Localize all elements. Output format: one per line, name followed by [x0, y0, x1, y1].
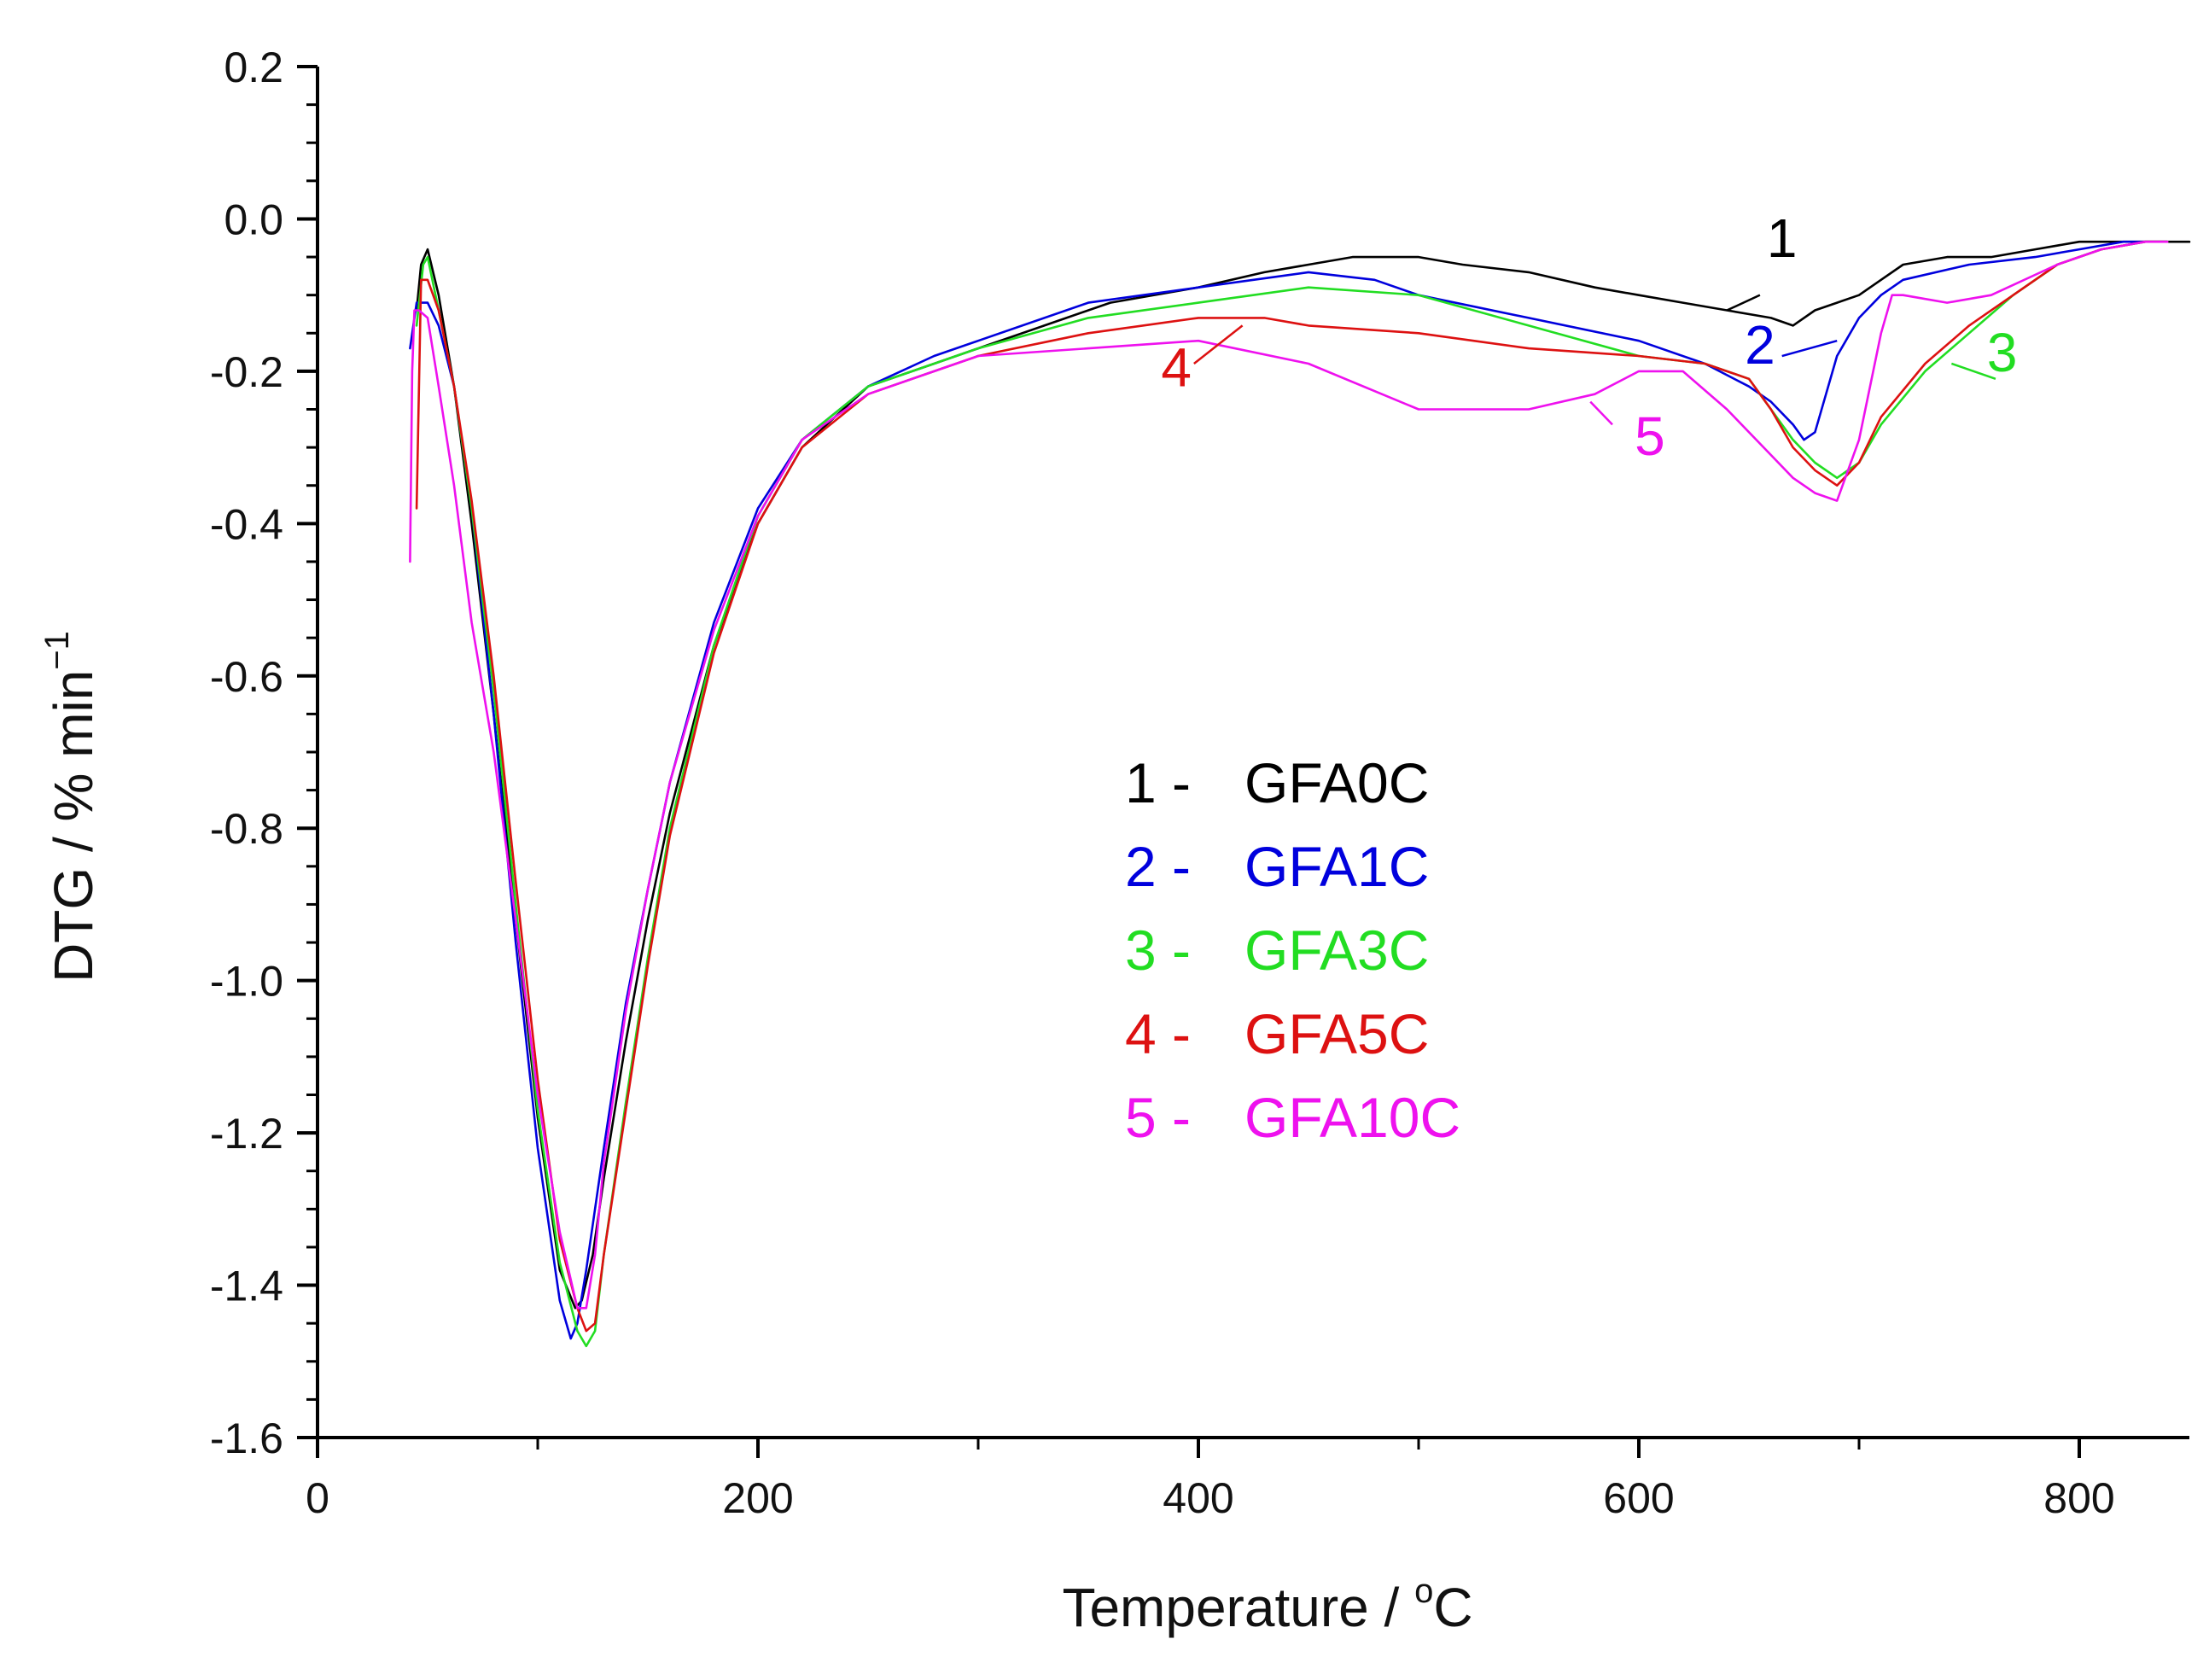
legend-entry-name: GFA5C	[1244, 1002, 1429, 1065]
y-tick-label: 0.0	[224, 195, 283, 243]
curve-labels: 1 2 3 4 5	[1161, 207, 2017, 467]
y-tick-label: -0.6	[210, 653, 283, 701]
y-tick-label: -0.4	[210, 500, 283, 548]
x-tick-label: 800	[2043, 1474, 2114, 1522]
legend-entry-number: 3 -	[1125, 919, 1191, 982]
series-line-gfa10c	[409, 240, 2169, 1310]
curve-label-leaders	[1193, 294, 1996, 426]
legend: 1 - GFA0C 2 - GFA1C 3 - GFA3C 4 - GFA5C 5 - GFA10…	[1125, 751, 1460, 1149]
x-tick-label: 0	[306, 1474, 329, 1522]
legend-entry-name: GFA10C	[1244, 1086, 1460, 1149]
curve-label-leader	[1950, 362, 1996, 380]
x-tick-label: 600	[1603, 1474, 1674, 1522]
y-tick-label: -1.0	[210, 958, 283, 1006]
y-tick-label: -0.8	[210, 805, 283, 853]
y-tick-label: -1.4	[210, 1263, 283, 1310]
legend-entry-number: 5 -	[1125, 1086, 1191, 1149]
y-axis-title: DTG / % min−1	[38, 631, 104, 983]
legend-entry-number: 4 -	[1125, 1002, 1191, 1065]
x-axis-title-degree: o	[1414, 1572, 1433, 1610]
legend-entry-number: 2 -	[1125, 835, 1191, 898]
series-layer	[409, 240, 2191, 1348]
legend-entry-name: GFA0C	[1244, 751, 1429, 814]
curve-label-leader	[1589, 400, 1613, 426]
curve-label-3: 3	[1987, 322, 2018, 383]
y-axis-title-text: DTG / % min	[43, 670, 104, 983]
y-axis-title-exponent: −1	[38, 631, 76, 670]
axis-ticks: 0.2 0.0 -0.2 -0.4 -0.6 -0.8 -1.0 -1.2 -1.4 -1.6 0 2…	[210, 44, 2115, 1522]
series-line-gfa1c	[409, 240, 2169, 1340]
legend-entry-name: GFA1C	[1244, 835, 1429, 898]
curve-label-leader	[1726, 294, 1761, 312]
x-axis-title-unit: C	[1433, 1577, 1472, 1638]
x-axis-title: Temperature / oC	[1062, 1572, 1472, 1638]
y-tick-label: -0.2	[210, 348, 283, 396]
legend-entry-number: 1 -	[1125, 751, 1191, 814]
curve-label-4: 4	[1161, 337, 1192, 399]
curve-label-1: 1	[1767, 207, 1798, 269]
series-line-gfa3c	[415, 240, 2169, 1348]
curve-label-2: 2	[1745, 314, 1775, 376]
curve-label-leader	[1193, 324, 1244, 365]
y-tick-label: -1.2	[210, 1110, 283, 1158]
curve-label-5: 5	[1635, 405, 1665, 467]
x-axis-title-text: Temperature /	[1062, 1577, 1414, 1638]
legend-entry-name: GFA3C	[1244, 919, 1429, 982]
x-tick-label: 200	[722, 1474, 793, 1522]
curve-label-leader	[1781, 339, 1838, 358]
y-tick-label: -1.6	[210, 1415, 283, 1462]
x-tick-label: 400	[1163, 1474, 1233, 1522]
y-tick-label: 0.2	[224, 44, 283, 91]
